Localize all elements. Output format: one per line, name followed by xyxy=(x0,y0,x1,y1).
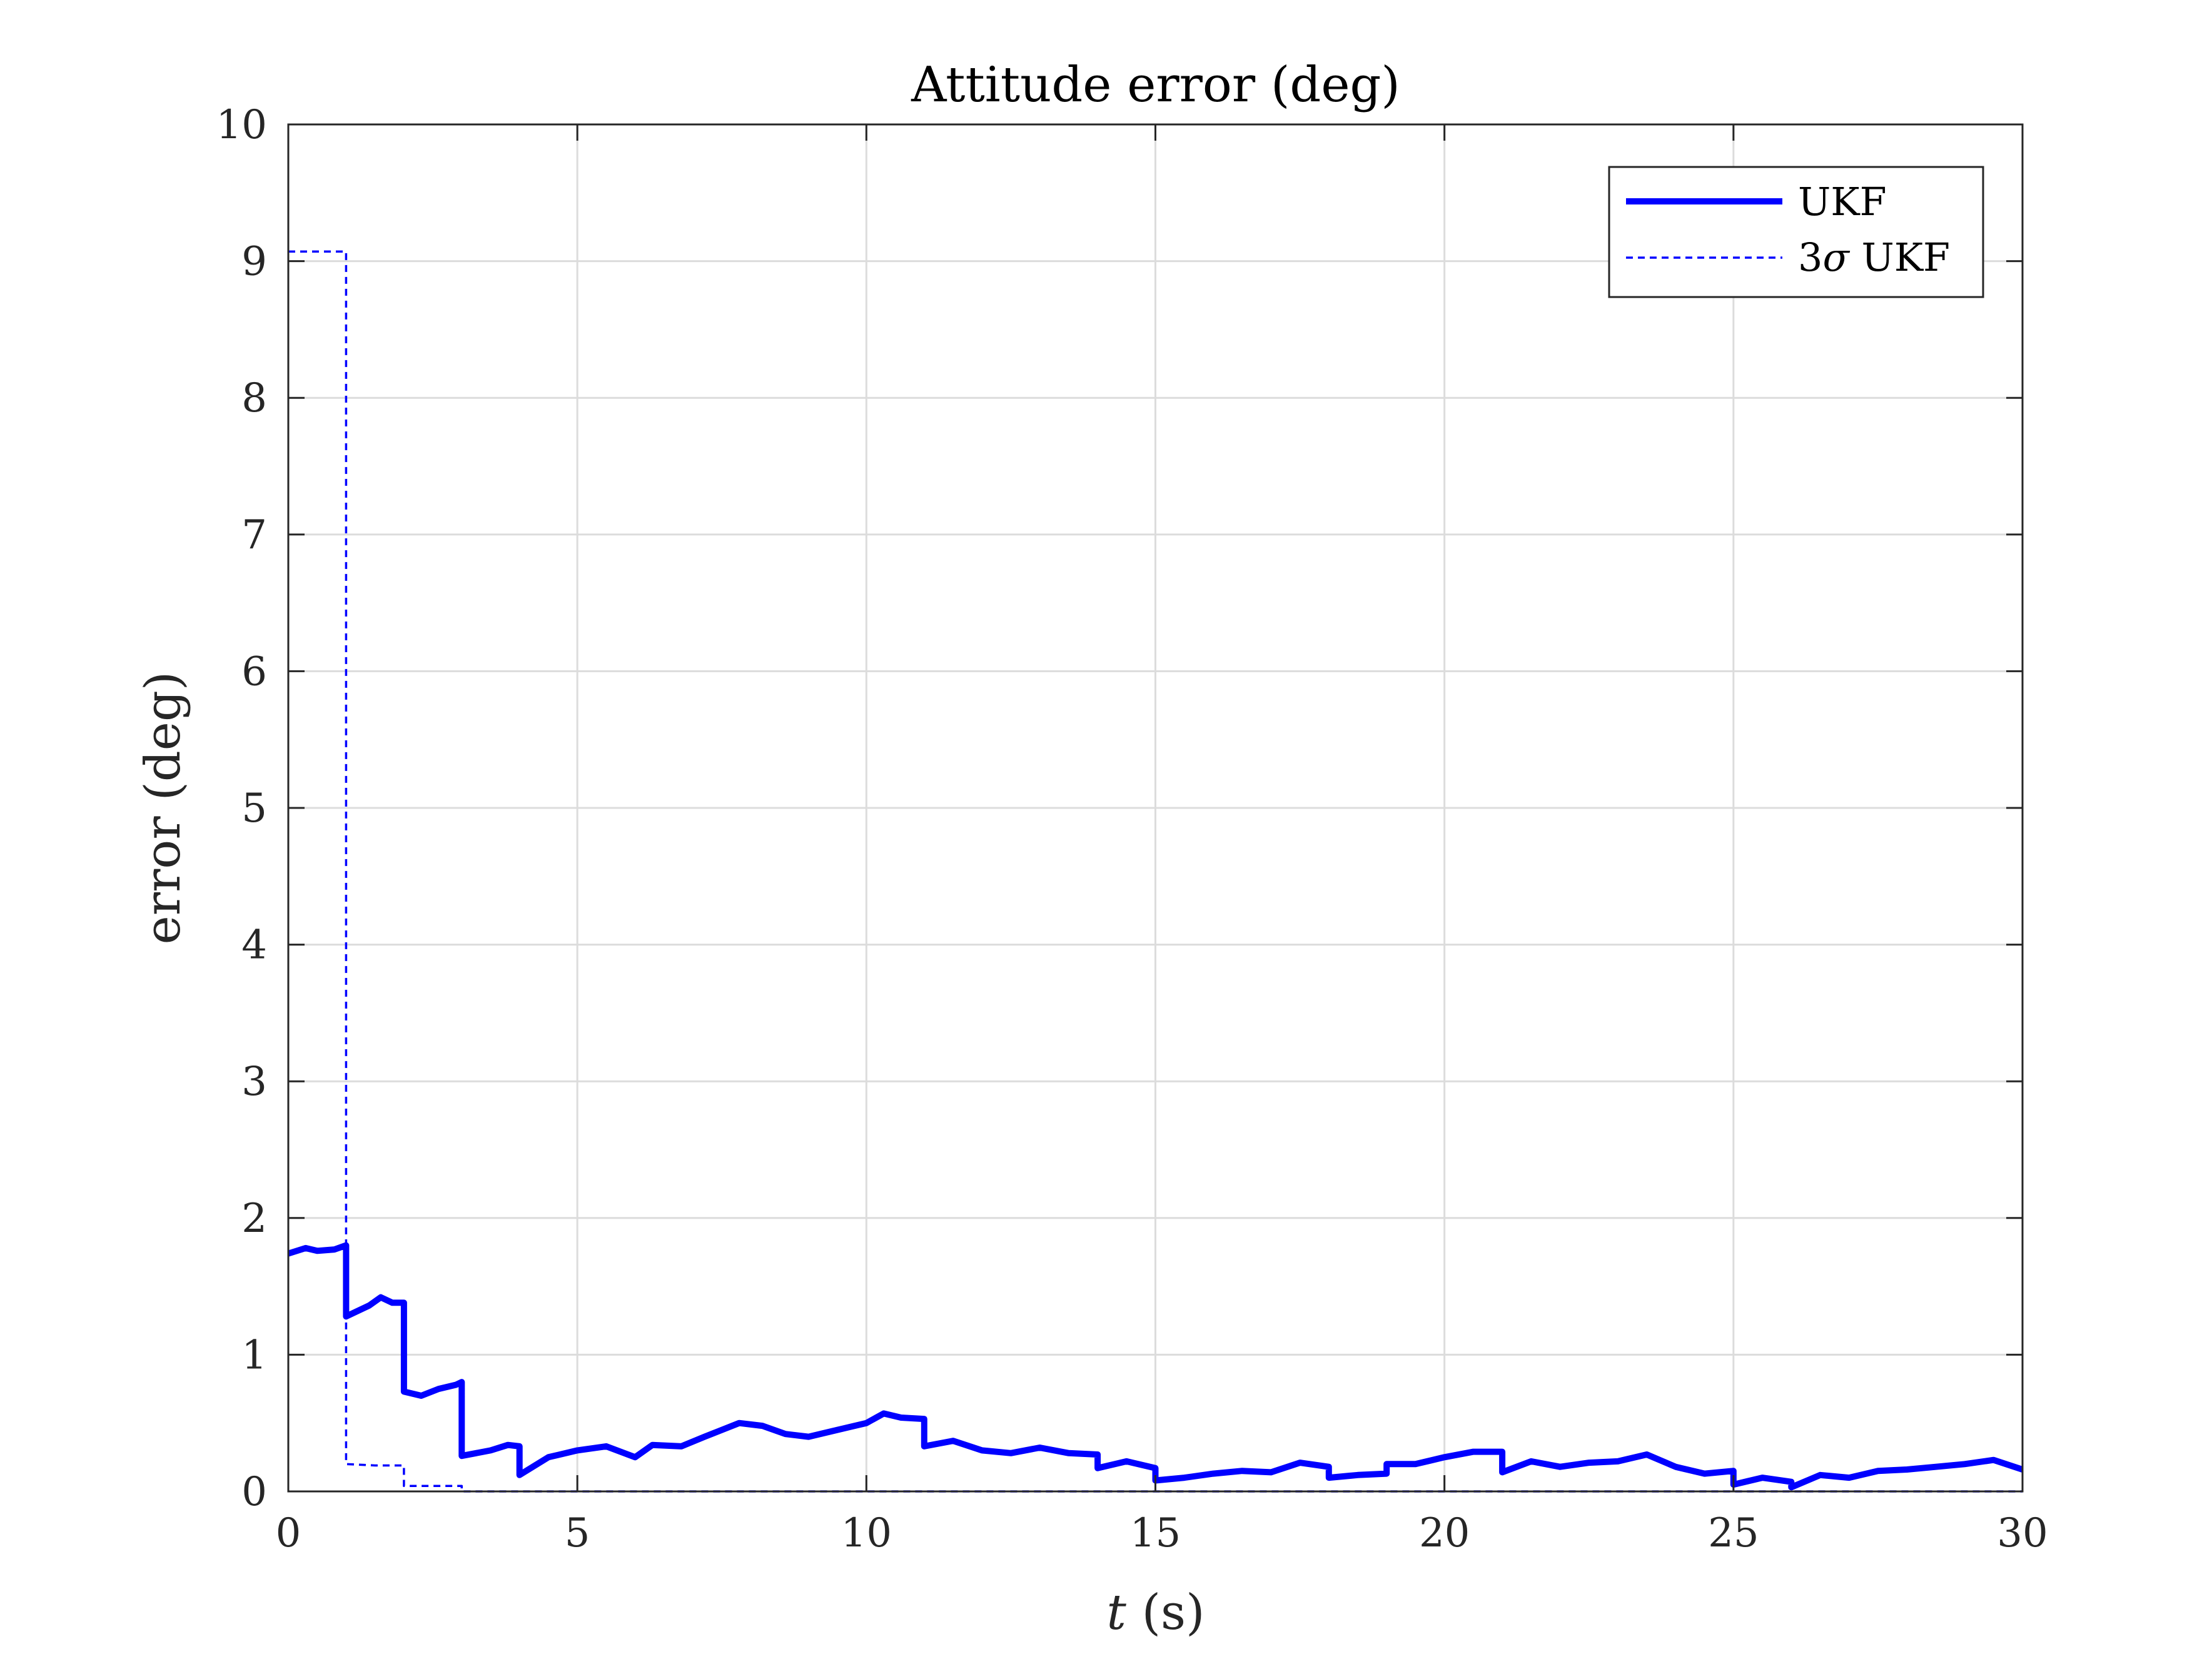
x-axis-unit: (s) xyxy=(1126,1585,1205,1641)
axis-ticks xyxy=(287,123,2024,1493)
y-tick-label: 4 xyxy=(241,922,267,969)
x-tick-label: 30 xyxy=(1997,1510,2048,1556)
series-line-ukf xyxy=(287,1242,2024,1491)
chart-title: Attitude error (deg) xyxy=(911,57,1400,113)
x-tick-label: 20 xyxy=(1419,1510,1470,1556)
x-tick-label: 15 xyxy=(1130,1510,1181,1556)
y-tick-label: 9 xyxy=(241,239,267,285)
series-layer xyxy=(287,250,2024,1493)
y-axis-label: error (deg) xyxy=(135,672,191,945)
y-tick-label: 6 xyxy=(241,648,267,695)
x-tick-label: 0 xyxy=(276,1510,301,1556)
legend-sigma-symbol: σ xyxy=(1822,234,1850,280)
y-tick-label: 10 xyxy=(216,102,267,148)
legend-box xyxy=(1608,166,1984,298)
x-tick-label: 25 xyxy=(1708,1510,1759,1556)
y-tick-label: 2 xyxy=(241,1196,267,1242)
axis-tick-labels: 0 5 10 15 20 25 30 0 1 2 3 4 5 6 7 8 9 10 xyxy=(216,102,2048,1556)
x-axis-label: t (s) xyxy=(1106,1585,1204,1641)
legend-label-3sigma-ukf: 3σ UKF xyxy=(1798,234,1950,280)
legend-label-ukf: UKF xyxy=(1798,179,1887,224)
legend-3sigma-suffix: UKF xyxy=(1849,234,1950,280)
y-tick-label: 3 xyxy=(241,1059,267,1105)
x-axis-variable: t xyxy=(1106,1585,1126,1641)
y-tick-label: 1 xyxy=(241,1332,267,1378)
y-tick-label: 7 xyxy=(241,512,267,558)
y-tick-label: 0 xyxy=(241,1469,267,1515)
y-tick-label: 8 xyxy=(241,375,267,421)
x-tick-label: 10 xyxy=(841,1510,892,1556)
y-tick-label: 5 xyxy=(241,785,267,832)
x-tick-label: 5 xyxy=(565,1510,590,1556)
legend-3sigma-prefix: 3 xyxy=(1798,234,1822,280)
legend: UKF 3σ UKF xyxy=(1608,166,1984,298)
